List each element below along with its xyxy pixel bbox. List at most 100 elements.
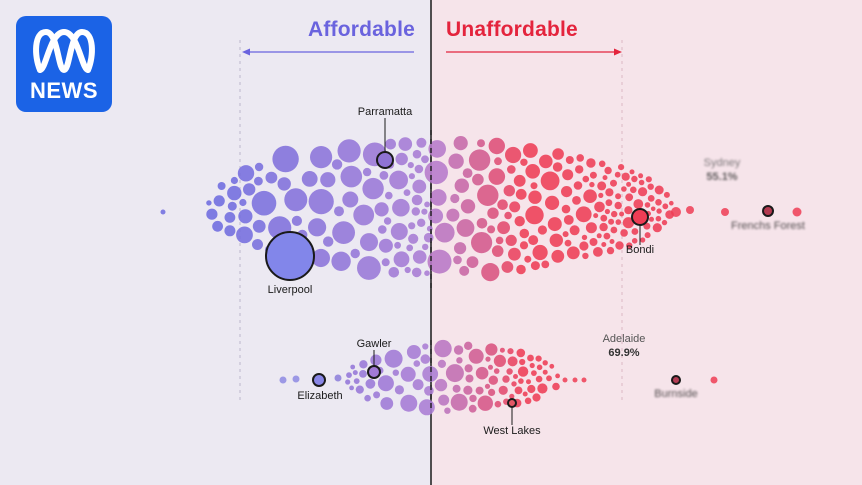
bubbles-sydney-circle-117 [360, 233, 378, 252]
bubbles-sydney-circle-29 [589, 238, 598, 246]
bubbles-sydney-circle-195 [644, 202, 651, 208]
bubbles-sydney-circle-51 [551, 249, 565, 263]
bubbles-adelaide-circle-45 [420, 354, 431, 364]
bubbles-sydney-circle-201 [649, 216, 654, 222]
bubbles-adelaide-circle-12 [535, 375, 543, 383]
bubbles-sydney-circle-40 [549, 233, 563, 247]
bubbles-sydney-circle-180 [381, 258, 390, 267]
bubbles-sydney-circle-218 [424, 201, 430, 208]
bubbles-sydney-circle-67 [622, 217, 635, 229]
bubbles-sydney-circle-30 [428, 140, 447, 158]
bubbles-adelaide-circle-27 [355, 385, 364, 394]
bubbles-sydney-circle-101 [414, 164, 424, 174]
bubbles-sydney-circle-242 [407, 162, 414, 169]
abc-lissajous-icon [33, 28, 95, 74]
bubbles-adelaide-circle-90 [484, 383, 491, 389]
bubbles-sydney-circle-174 [230, 176, 238, 185]
bubbles-sydney-circle-34 [337, 139, 361, 163]
bubbles-sydney-circle-13 [614, 201, 622, 210]
bubbles-sydney-circle-233 [507, 165, 516, 174]
bubbles-sydney-circle-58 [272, 145, 299, 173]
bubbles-sydney-circle-140 [505, 234, 517, 246]
bubbles-sydney-circle-60 [466, 256, 479, 268]
bubbles-sydney-circle-111 [655, 215, 662, 222]
outlier-bubble-0 [160, 209, 166, 215]
bubbles-sydney-circle-77 [610, 179, 617, 187]
bubbles-sydney-circle-17 [647, 195, 655, 202]
adelaide-percentage: 69.9% [608, 347, 640, 359]
bubbles-sydney-circle-134 [434, 222, 455, 243]
bubbles-sydney-circle-37 [392, 198, 410, 217]
bubbles-sydney-circle-136 [411, 207, 420, 216]
bubbles-sydney-circle-138 [398, 137, 413, 151]
bubbles-sydney-circle-213 [385, 138, 396, 150]
highlight-bubble-liverpool [265, 231, 315, 281]
bubbles-adelaide-circle-56 [542, 360, 548, 366]
bubbles-sydney-circle-109 [585, 222, 597, 234]
bubbles-sydney-circle-108 [573, 181, 583, 190]
bubbles-sydney-circle-114 [597, 181, 607, 191]
bubbles-sydney-circle-236 [323, 236, 334, 247]
affordable-arrow-head [242, 48, 250, 56]
bubbles-sydney-circle-43 [545, 195, 560, 210]
bubbles-sydney-circle-27 [589, 171, 597, 179]
bubbles-sydney-circle-11 [454, 178, 469, 193]
bubbles-sydney-circle-198 [516, 264, 526, 275]
bubbles-sydney-circle-200 [378, 225, 387, 234]
highlight-bubble-elizabeth [312, 373, 326, 387]
bubbles-sydney-circle-64 [430, 189, 447, 206]
bubbles-sydney-circle-171 [488, 137, 505, 155]
bubbles-sydney-circle-169 [537, 225, 548, 235]
bubbles-sydney-circle-1 [308, 189, 334, 215]
bubbles-sydney-circle-151 [416, 137, 427, 148]
bubbles-sydney-circle-87 [638, 187, 648, 197]
bubbles-sydney-circle-186 [383, 217, 392, 225]
bubbles-sydney-circle-235 [394, 241, 401, 249]
bubbles-sydney-circle-20 [547, 217, 562, 232]
bubbles-sydney-circle-2 [236, 226, 253, 244]
bubbles-sydney-circle-54 [357, 256, 381, 280]
bubbles-sydney-circle-107 [528, 190, 542, 204]
outlier-bubble-7 [334, 374, 342, 382]
bubbles-adelaide-circle-91 [522, 391, 528, 397]
bubbles-adelaide-circle-87 [352, 370, 358, 376]
bubbles-adelaide-circle-16 [552, 382, 560, 391]
bubbles-adelaide-circle-47 [364, 394, 371, 402]
bubbles-sydney-circle-152 [647, 183, 654, 190]
bubbles-sydney-circle-78 [654, 185, 664, 195]
bubbles-sydney-circle-160 [594, 201, 605, 213]
bubbles-sydney-circle-39 [456, 219, 475, 237]
bubbles-sydney-circle-18 [411, 194, 423, 206]
bubbles-sydney-circle-49 [468, 149, 491, 171]
bubbles-sydney-circle-158 [243, 183, 256, 196]
bubbles-sydney-circle-74 [530, 261, 540, 271]
sydney-percentage: 55.1% [706, 171, 738, 183]
bubbles-sydney-circle-53 [310, 146, 333, 169]
bubbles-sydney-circle-240 [487, 225, 496, 234]
bubbles-sydney-circle-193 [426, 225, 433, 232]
bubbles-adelaide-circle-10 [475, 366, 489, 380]
bubbles-sydney-circle-99 [411, 267, 422, 278]
bubbles-sydney-circle-16 [390, 223, 408, 240]
adelaide-city-label: Adelaide [602, 333, 646, 345]
bubbles-sydney-circle-139 [501, 261, 514, 273]
bubbles-sydney-circle-96 [212, 220, 224, 232]
bubbles-adelaide-circle-44 [350, 364, 356, 370]
bubbles-adelaide-circle-54 [529, 362, 535, 369]
bubbles-adelaide-circle-30 [517, 366, 529, 377]
bubbles-sydney-circle-144 [631, 228, 639, 235]
bubbles-sydney-circle-168 [606, 246, 615, 255]
label-elizabeth: Elizabeth [297, 390, 343, 402]
bubbles-sydney-circle-185 [564, 239, 572, 247]
bubbles-adelaide-circle-19 [524, 397, 532, 405]
bubbles-sydney-circle-247 [524, 255, 532, 263]
bubbles-sydney-circle-212 [495, 236, 504, 245]
bubbles-sydney-circle-66 [528, 235, 539, 246]
bubbles-sydney-circle-132 [600, 214, 608, 222]
bubbles-adelaide-circle-86 [444, 407, 451, 414]
bubbles-sydney-circle-230 [334, 206, 344, 217]
bubbles-adelaide-circle-61 [516, 348, 526, 358]
bubbles-sydney-circle-38 [566, 246, 580, 260]
sydney-city-label: Sydney [703, 157, 741, 169]
